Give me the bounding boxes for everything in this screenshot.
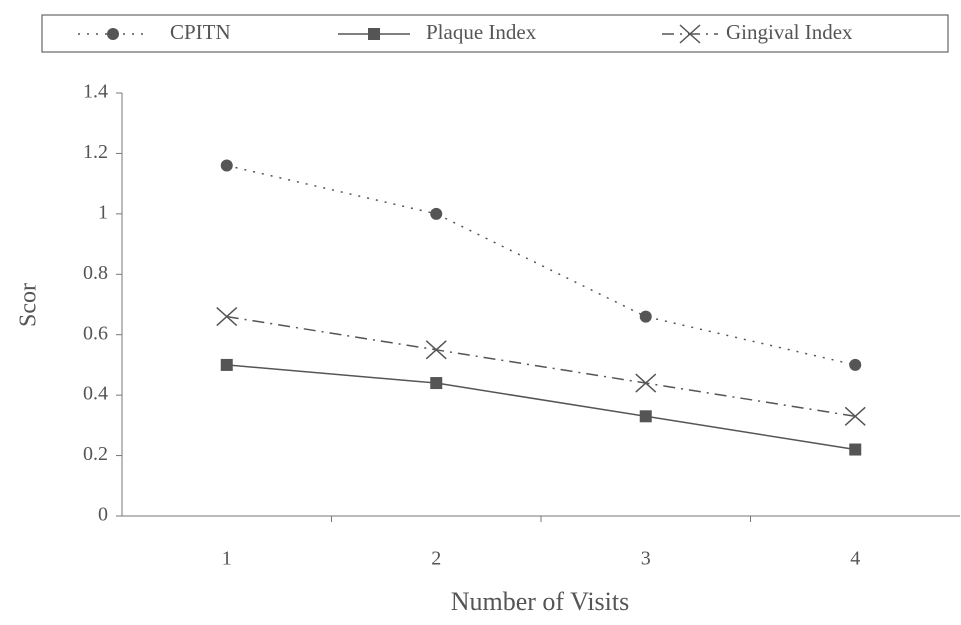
marker (639, 410, 652, 423)
marker (220, 159, 233, 172)
y-tick-label: 1 (98, 201, 108, 223)
marker (430, 377, 443, 390)
y-tick-label: 0.2 (83, 443, 108, 465)
x-tick-label: 4 (850, 548, 860, 570)
marker (430, 207, 443, 220)
legend-label: Plaque Index (426, 20, 537, 44)
y-tick-label: 0.8 (83, 262, 108, 284)
y-tick-label: 0 (98, 504, 108, 526)
series-line (226, 315, 856, 418)
y-tick-label: 0.4 (83, 383, 108, 405)
y-axis-label: Scor (16, 283, 42, 327)
y-tick-label: 1.4 (83, 81, 108, 103)
x-tick-label: 3 (641, 548, 651, 570)
marker (844, 406, 866, 426)
x-tick-label: 1 (222, 548, 232, 570)
marker (368, 28, 380, 40)
marker (849, 358, 862, 371)
marker (216, 307, 238, 327)
marker (107, 28, 119, 40)
legend-label: Gingival Index (726, 20, 853, 44)
x-tick-label: 2 (431, 548, 441, 570)
x-axis-label: Number of Visits (451, 587, 630, 616)
marker (849, 443, 862, 456)
marker (635, 373, 657, 393)
marker (220, 358, 233, 371)
legend-label: CPITN (170, 20, 231, 44)
series-line (226, 164, 856, 366)
y-tick-label: 0.6 (83, 322, 108, 344)
marker (639, 310, 652, 323)
series-line (226, 364, 856, 451)
marker (425, 340, 447, 360)
marker (679, 24, 701, 44)
legend-box (41, 14, 949, 53)
y-tick-label: 1.2 (83, 141, 108, 163)
